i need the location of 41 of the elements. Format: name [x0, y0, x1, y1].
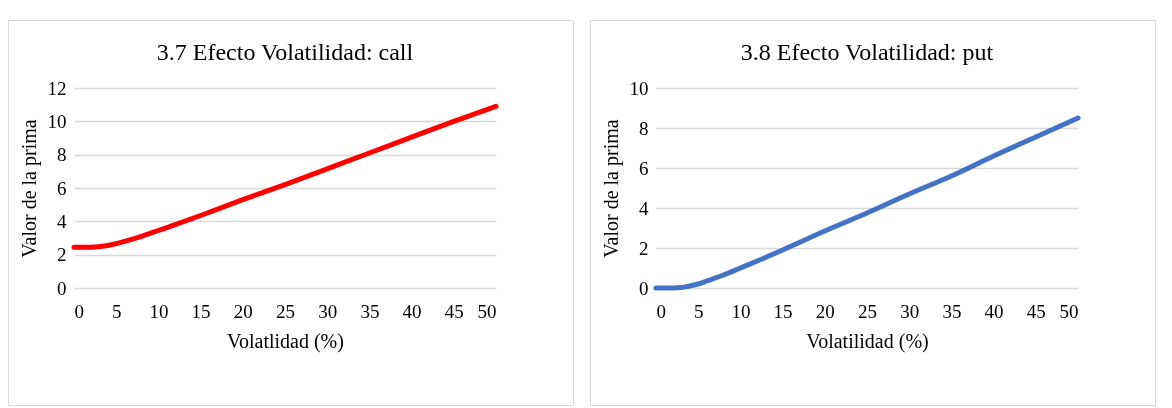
- x-tick-label: 45: [444, 300, 464, 322]
- x-tick-label: 25: [276, 300, 295, 322]
- y-tick-label: 8: [639, 117, 649, 139]
- y-tick-label: 6: [639, 157, 649, 179]
- x-tick-label: 5: [111, 300, 122, 322]
- x-tick-label: 45: [1026, 300, 1046, 322]
- x-tick-label: 35: [942, 300, 962, 322]
- x-axis-title: Volatlidad (%): [227, 329, 344, 353]
- y-tick-label: 0: [57, 277, 67, 299]
- x-tick-label: 50: [1059, 300, 1079, 322]
- y-tick-label: 2: [57, 244, 67, 266]
- y-tick-label: 10: [629, 77, 649, 99]
- x-tick-label: 0: [74, 300, 84, 322]
- x-tick-label: 15: [191, 300, 211, 322]
- y-tick-label: 2: [639, 237, 649, 259]
- x-tick-label: 40: [402, 300, 422, 322]
- x-tick-label: 20: [233, 300, 253, 322]
- x-tick-label: 15: [773, 300, 793, 322]
- y-tick-label: 0: [639, 277, 649, 299]
- x-tick-label: 25: [858, 300, 877, 322]
- x-tick-label: 50: [477, 300, 497, 322]
- chart-title: 3.8 Efecto Volatilidad: put: [740, 39, 994, 65]
- x-tick-label: 30: [318, 300, 338, 322]
- x-axis-title: Volatilidad (%): [806, 329, 929, 353]
- y-tick-label: 4: [57, 210, 67, 232]
- y-tick-label: 12: [47, 77, 67, 99]
- x-tick-label: 40: [984, 300, 1004, 322]
- y-tick-label: 10: [47, 110, 67, 132]
- x-tick-label: 30: [900, 300, 920, 322]
- y-tick-label: 4: [639, 197, 649, 219]
- y-tick-label: 8: [57, 144, 67, 166]
- x-tick-label: 10: [149, 300, 169, 322]
- x-tick-label: 35: [360, 300, 380, 322]
- y-axis-title: Valor de la prima: [17, 119, 41, 258]
- x-tick-label: 0: [656, 300, 666, 322]
- y-tick-label: 6: [57, 177, 67, 199]
- chart-title: 3.7 Efecto Volatilidad: call: [156, 39, 414, 65]
- x-tick-label: 5: [693, 300, 704, 322]
- x-tick-label: 20: [815, 300, 835, 322]
- x-tick-label: 10: [731, 300, 751, 322]
- y-axis-title: Valor de la prima: [599, 119, 623, 258]
